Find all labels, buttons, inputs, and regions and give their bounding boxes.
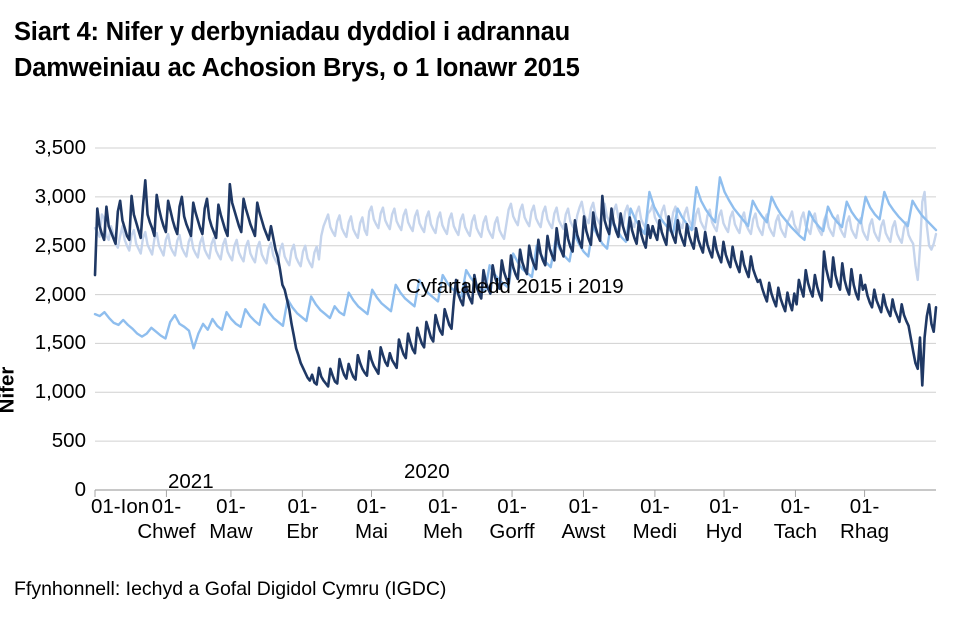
x-axis-tick-label: 01- Hyd — [705, 495, 743, 543]
y-axis-tick-label: 500 — [51, 429, 86, 453]
x-axis-tick-label: 01- Ebr — [286, 495, 319, 543]
series-line-cyfartaledd-2015-i-2019 — [93, 190, 938, 282]
annotation-2021-label: 2021 — [168, 470, 214, 493]
x-axis-tick-label: 01- Awst — [561, 495, 606, 543]
y-axis-tick-label: 3,000 — [34, 184, 86, 208]
chart-title: Siart 4: Nifer y derbyniadau dyddiol i a… — [14, 18, 580, 82]
data-series-layer — [93, 176, 938, 388]
x-axis-tick-label: 01- Gorff — [489, 495, 535, 543]
x-axis-tick-label: 01- Meh — [422, 495, 463, 543]
annotation-2020-label: 2020 — [404, 460, 450, 483]
line-chart-svg — [93, 147, 938, 497]
y-axis-tick-label: 1,500 — [34, 331, 86, 355]
chart-plot-container: 0 500 1,000 1,500 2,000 2,500 3,000 3,500 Nifer… — [0, 120, 953, 560]
x-axis-tick-marks — [94, 490, 866, 497]
gridlines — [95, 147, 936, 491]
series-line-2020 — [93, 178, 938, 388]
y-axis-tick-label: 0 — [74, 478, 86, 501]
x-axis-tick-label: 01-Ion — [91, 495, 150, 518]
x-axis-tick-label: 01- Chwef — [137, 495, 196, 543]
y-axis-tick-label: 3,500 — [34, 136, 86, 159]
y-axis-tick-labels: 0 500 1,000 1,500 2,000 2,500 3,000 3,500 — [0, 120, 86, 560]
x-axis-tick-label: 01- Maw — [209, 495, 253, 543]
source-note: Ffynhonnell: Iechyd a Gofal Digidol Cymr… — [14, 578, 447, 600]
x-axis-tick-label: 01- Medi — [632, 495, 678, 543]
annotation-average-label: Cyfartaledd 2015 i 2019 — [406, 275, 624, 298]
x-axis-tick-label: 01- Rhag — [840, 495, 890, 543]
y-axis-tick-label: 2,000 — [34, 282, 86, 306]
x-axis-tick-label: 01- Tach — [773, 495, 818, 543]
y-axis-tick-label: 1,000 — [34, 380, 86, 404]
y-axis-tick-label: 2,500 — [34, 233, 86, 257]
series-line-2021 — [93, 176, 938, 350]
x-axis-tick-label: 01- Mai — [354, 495, 388, 543]
x-axis-tick-labels: 01-Ion 01- Chwef 01- Maw 01- Ebr 01- Mai 01- Meh 01… — [0, 494, 953, 564]
